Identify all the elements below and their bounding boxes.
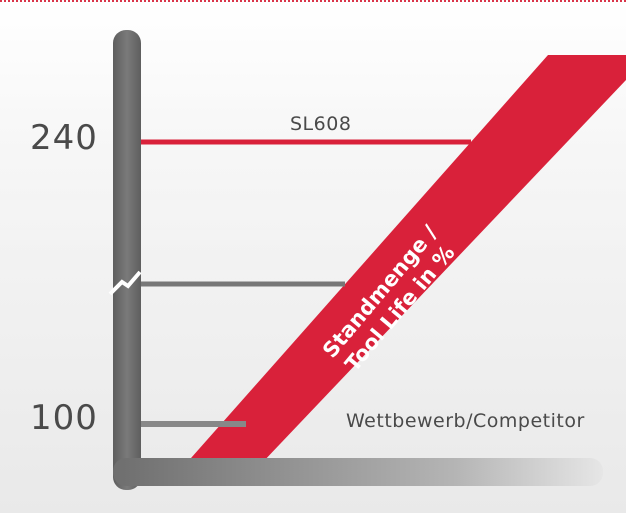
series-label-competitor: Wettbewerb/Competitor: [346, 410, 585, 432]
series-label-sl608: SL608: [290, 113, 352, 135]
top-border: [0, 0, 626, 2]
x-axis: [113, 458, 603, 486]
tick-label-100: 100: [30, 398, 98, 438]
axis-break: [108, 270, 142, 296]
tool-life-band: [168, 55, 626, 484]
y-axis: [113, 30, 141, 490]
tick-label-240: 240: [30, 118, 98, 158]
